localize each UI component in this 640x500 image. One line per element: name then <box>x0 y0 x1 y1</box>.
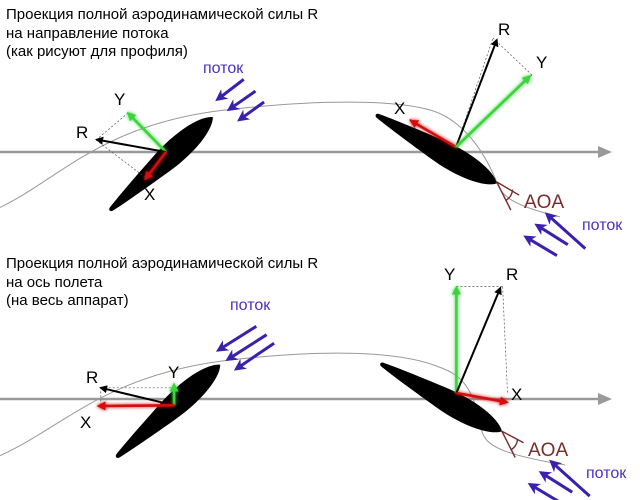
svg-text:X: X <box>511 385 522 404</box>
svg-text:R: R <box>498 20 510 39</box>
svg-text:AOA: AOA <box>524 192 564 213</box>
svg-text:X: X <box>80 413 91 432</box>
svg-text:R: R <box>506 265 518 284</box>
svg-text:поток: поток <box>203 60 244 77</box>
svg-text:поток: поток <box>230 297 271 314</box>
svg-text:R: R <box>76 123 88 142</box>
svg-text:X: X <box>144 185 155 204</box>
svg-text:Y: Y <box>114 90 125 109</box>
svg-text:R: R <box>86 368 98 387</box>
svg-text:Y: Y <box>168 363 179 382</box>
svg-text:поток: поток <box>586 465 627 482</box>
svg-text:Y: Y <box>444 265 455 284</box>
svg-text:поток: поток <box>582 217 623 234</box>
svg-text:Y: Y <box>536 53 547 72</box>
svg-text:AOA: AOA <box>528 440 568 461</box>
svg-text:X: X <box>394 99 405 118</box>
